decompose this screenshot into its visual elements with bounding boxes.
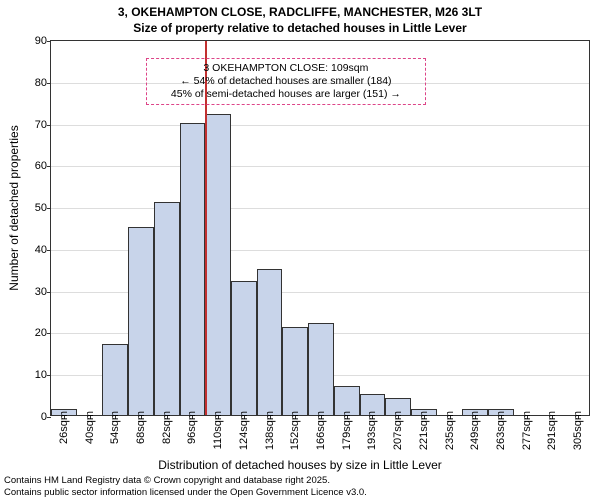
chart-title: 3, OKEHAMPTON CLOSE, RADCLIFFE, MANCHEST… [0,0,600,36]
ytick-mark [47,208,51,209]
ytick-label: 30 [19,286,47,298]
annotation-box: 3 OKEHAMPTON CLOSE: 109sqm← 54% of detac… [146,58,427,105]
xtick-label: 235sqm [444,411,456,450]
xtick-label: 221sqm [418,411,430,450]
histogram-bar [257,269,283,415]
chart-footnote: Contains HM Land Registry data © Crown c… [4,475,596,498]
footnote-line-2: Contains public sector information licen… [4,487,596,498]
histogram-bar [102,344,128,415]
ytick-mark [47,333,51,334]
xtick-label: 305sqm [572,411,584,450]
gridline-h [51,125,589,126]
gridline-h [51,208,589,209]
ytick-mark [47,166,51,167]
ytick-mark [47,83,51,84]
xtick-label: 124sqm [238,411,250,450]
xtick-label: 277sqm [521,411,533,450]
gridline-h [51,166,589,167]
xtick-label: 40sqm [84,411,96,444]
xtick-label: 26sqm [58,411,70,444]
histogram-bar [231,281,257,415]
ytick-label: 50 [19,202,47,214]
histogram-bar [154,202,180,415]
xtick-label: 166sqm [315,411,327,450]
ytick-mark [47,292,51,293]
ytick-label: 60 [19,160,47,172]
xtick-label: 138sqm [264,411,276,450]
ytick-label: 90 [19,35,47,47]
histogram-bar [128,227,154,415]
xtick-label: 110sqm [212,411,224,449]
plot-area: 010203040506070809026sqm40sqm54sqm68sqm8… [50,40,590,416]
annotation-line-1: 3 OKEHAMPTON CLOSE: 109sqm [153,62,420,75]
ytick-label: 40 [19,244,47,256]
annotation-line-3: 45% of semi-detached houses are larger (… [153,88,420,101]
ytick-label: 70 [19,119,47,131]
xtick-label: 207sqm [392,411,404,450]
ytick-mark [47,417,51,418]
chart-container: 3, OKEHAMPTON CLOSE, RADCLIFFE, MANCHEST… [0,0,600,500]
histogram-bar [282,327,308,415]
xtick-label: 68sqm [135,411,147,444]
ytick-mark [47,41,51,42]
footnote-line-1: Contains HM Land Registry data © Crown c… [4,475,596,486]
xtick-label: 291sqm [546,411,558,450]
ytick-label: 20 [19,327,47,339]
ytick-label: 80 [19,77,47,89]
title-line-1: 3, OKEHAMPTON CLOSE, RADCLIFFE, MANCHEST… [0,4,600,20]
ytick-mark [47,125,51,126]
annotation-line-2: ← 54% of detached houses are smaller (18… [153,75,420,88]
xtick-label: 82sqm [161,411,173,444]
xtick-label: 54sqm [109,411,121,444]
ytick-label: 0 [19,411,47,423]
ytick-mark [47,375,51,376]
title-line-2: Size of property relative to detached ho… [0,20,600,36]
xtick-label: 193sqm [366,411,378,450]
histogram-bar [205,114,231,415]
xtick-label: 152sqm [289,411,301,450]
xtick-label: 179sqm [341,411,353,450]
histogram-bar [180,123,206,415]
x-axis-label: Distribution of detached houses by size … [0,458,600,472]
xtick-label: 96sqm [186,411,198,444]
ytick-mark [47,250,51,251]
ytick-label: 10 [19,369,47,381]
xtick-label: 249sqm [469,411,481,450]
xtick-label: 263sqm [495,411,507,450]
histogram-bar [308,323,334,415]
